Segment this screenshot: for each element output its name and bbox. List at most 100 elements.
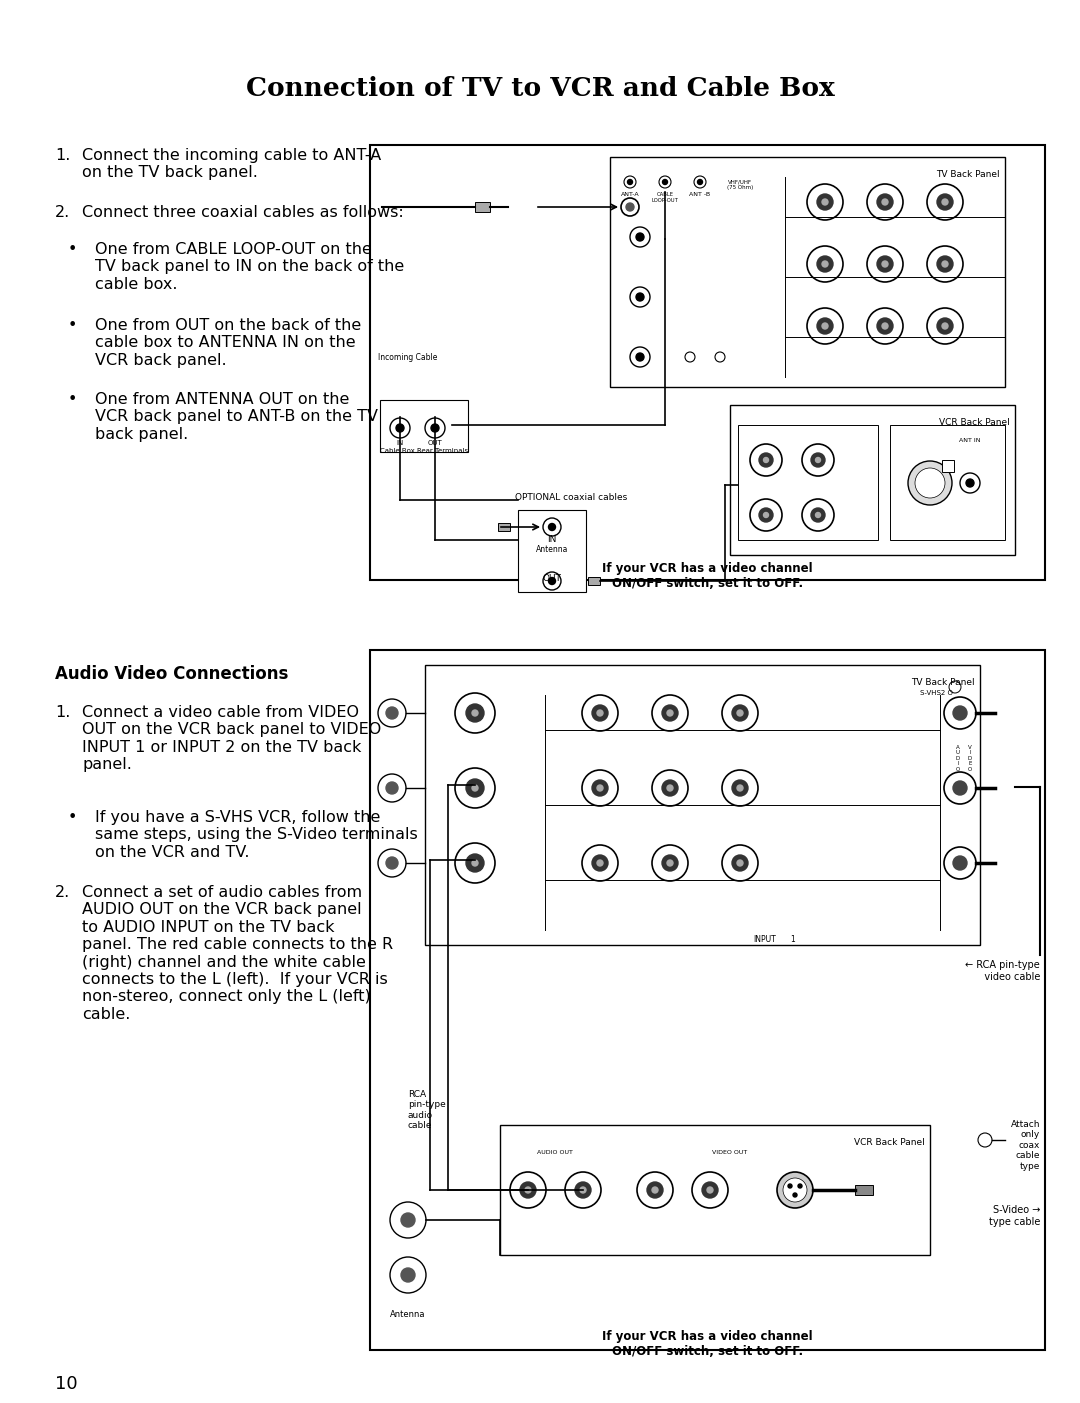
Circle shape (525, 1187, 531, 1193)
Text: Connection of TV to VCR and Cable Box: Connection of TV to VCR and Cable Box (245, 76, 835, 101)
Text: ANT -B: ANT -B (689, 192, 711, 196)
Circle shape (667, 860, 673, 866)
Circle shape (662, 780, 678, 796)
Text: A
U
D
I
O: A U D I O (956, 745, 960, 772)
Circle shape (822, 199, 828, 205)
Circle shape (472, 710, 478, 716)
Bar (518, 511, 586, 592)
Circle shape (637, 1172, 673, 1208)
Circle shape (636, 354, 644, 361)
Circle shape (455, 693, 495, 732)
Circle shape (877, 194, 893, 210)
Circle shape (667, 786, 673, 791)
Text: Cable Box Rear Terminals: Cable Box Rear Terminals (380, 448, 468, 455)
Circle shape (549, 523, 555, 530)
Text: VCR Back Panel: VCR Back Panel (940, 418, 1010, 427)
Circle shape (915, 469, 945, 498)
Circle shape (465, 704, 484, 723)
Circle shape (592, 704, 608, 721)
Circle shape (793, 1193, 797, 1197)
Circle shape (867, 309, 903, 344)
Text: OUT: OUT (542, 574, 562, 584)
Circle shape (685, 352, 696, 362)
Circle shape (543, 572, 561, 591)
Circle shape (798, 1184, 802, 1188)
Circle shape (472, 860, 478, 866)
Circle shape (944, 697, 976, 730)
Circle shape (580, 1187, 586, 1193)
Circle shape (549, 578, 555, 585)
Text: ANT-A: ANT-A (621, 192, 639, 196)
Circle shape (378, 699, 406, 727)
Text: 2.: 2. (55, 885, 70, 899)
Text: If you have a S-VHS VCR, follow the
same steps, using the S-Video terminals
on t: If you have a S-VHS VCR, follow the same… (95, 810, 418, 860)
Circle shape (707, 1187, 713, 1193)
Bar (730, 405, 1015, 556)
Circle shape (592, 780, 608, 796)
Circle shape (702, 1181, 718, 1198)
Text: VCR Back Panel: VCR Back Panel (854, 1138, 924, 1148)
Circle shape (877, 318, 893, 334)
Text: •: • (68, 241, 78, 257)
Circle shape (390, 1202, 426, 1237)
Text: One from OUT on the back of the
cable box to ANTENNA IN on the
VCR back panel.: One from OUT on the back of the cable bo… (95, 318, 361, 368)
Text: •: • (68, 318, 78, 333)
Text: ← RCA pin-type
   video cable: ← RCA pin-type video cable (966, 960, 1040, 982)
Circle shape (877, 255, 893, 272)
Circle shape (978, 1134, 993, 1148)
Circle shape (636, 293, 644, 302)
Circle shape (401, 1268, 415, 1282)
Text: Audio Video Connections: Audio Video Connections (55, 665, 288, 683)
Bar (500, 1125, 930, 1256)
Circle shape (723, 694, 758, 731)
Text: Attach
only
coax
cable
type: Attach only coax cable type (1011, 1120, 1040, 1170)
Circle shape (715, 352, 725, 362)
Circle shape (944, 772, 976, 804)
Circle shape (386, 707, 399, 718)
Text: IN: IN (396, 441, 404, 446)
Circle shape (732, 780, 748, 796)
Bar (942, 460, 954, 471)
Circle shape (942, 323, 948, 328)
Circle shape (802, 499, 834, 530)
Text: Connect a video cable from VIDEO
OUT on the VCR back panel to VIDEO
INPUT 1 or I: Connect a video cable from VIDEO OUT on … (82, 704, 381, 772)
Circle shape (953, 856, 967, 870)
Circle shape (882, 323, 888, 328)
Circle shape (659, 175, 671, 188)
Circle shape (597, 710, 603, 716)
Circle shape (465, 854, 484, 873)
Bar (370, 145, 1045, 579)
Circle shape (582, 770, 618, 805)
Text: 1: 1 (791, 934, 795, 944)
Text: ANT IN: ANT IN (959, 438, 981, 443)
Circle shape (652, 770, 688, 805)
Bar (426, 665, 980, 946)
Text: Connect three coaxial cables as follows:: Connect three coaxial cables as follows: (82, 205, 404, 220)
Circle shape (949, 680, 961, 693)
Circle shape (816, 318, 833, 334)
Circle shape (953, 706, 967, 720)
Text: •: • (68, 810, 78, 825)
Text: Antenna: Antenna (536, 544, 568, 554)
Circle shape (543, 518, 561, 536)
Circle shape (807, 309, 843, 344)
Circle shape (510, 1172, 546, 1208)
Text: VIDEO OUT: VIDEO OUT (713, 1150, 747, 1155)
Circle shape (732, 704, 748, 721)
Text: If your VCR has a video channel
ON/OFF switch, set it to OFF.: If your VCR has a video channel ON/OFF s… (603, 563, 813, 591)
Text: Connect the incoming cable to ANT-A
on the TV back panel.: Connect the incoming cable to ANT-A on t… (82, 147, 381, 181)
Circle shape (723, 770, 758, 805)
Circle shape (396, 424, 404, 432)
Circle shape (378, 849, 406, 877)
Circle shape (777, 1172, 813, 1208)
Bar (855, 1186, 873, 1195)
Circle shape (807, 184, 843, 220)
Circle shape (626, 203, 634, 210)
Circle shape (759, 453, 773, 467)
Bar (370, 650, 1045, 1350)
Circle shape (390, 1257, 426, 1294)
Circle shape (455, 843, 495, 882)
Text: 10: 10 (55, 1375, 78, 1393)
Circle shape (750, 499, 782, 530)
Circle shape (465, 779, 484, 797)
